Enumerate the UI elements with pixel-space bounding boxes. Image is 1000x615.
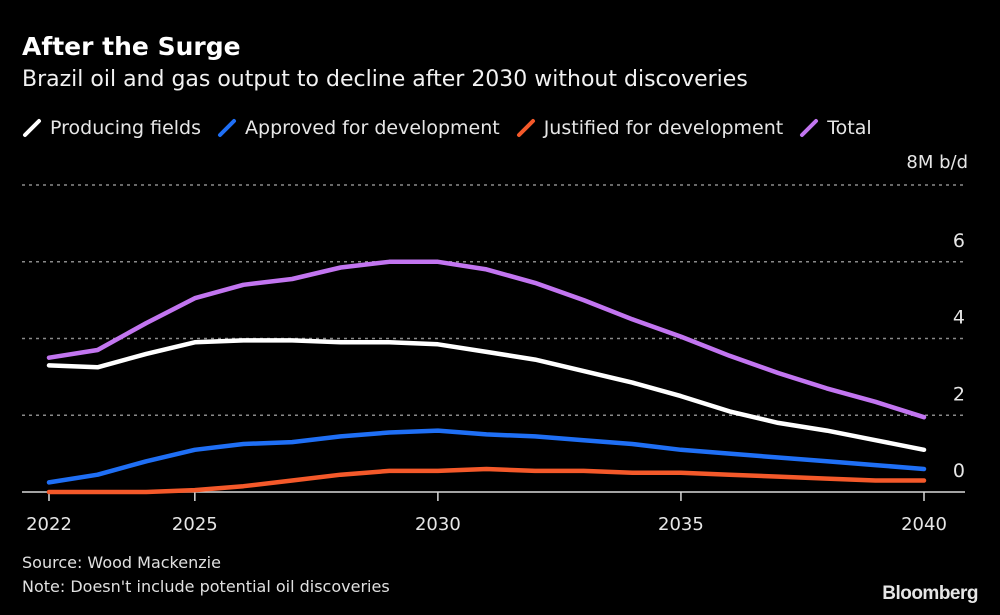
legend-swatch-justified (516, 119, 535, 137)
legend-label-producing: Producing fields (50, 117, 202, 139)
x-tick-label: 2025 (172, 514, 218, 535)
legend-label-approved: Approved for development (245, 117, 500, 139)
legend-item-justified: Justified for development (516, 117, 784, 139)
y-tick-labels: 0 2 4 6 (953, 230, 965, 482)
y-tick-label: 6 (953, 230, 965, 252)
legend: Producing fields Approved for developmen… (22, 117, 888, 139)
chart-title: After the Surge (22, 32, 241, 61)
series-line-producing-fields (46, 338, 927, 453)
legend-label-total: Total (827, 117, 872, 139)
series-line-total (46, 259, 927, 420)
x-tick-label: 2040 (901, 514, 947, 535)
x-tick-label: 2030 (415, 514, 461, 535)
footnote: Note: Doesn't include potential oil disc… (22, 577, 390, 596)
series-line-justified-for-development (46, 466, 927, 495)
legend-item-approved: Approved for development (217, 117, 500, 139)
legend-swatch-approved (218, 119, 237, 137)
legend-item-total: Total (799, 117, 872, 139)
bloomberg-logo: Bloomberg (882, 583, 978, 604)
source-note: Source: Wood Mackenzie (22, 553, 221, 572)
x-tick-label: 2035 (658, 514, 704, 535)
legend-swatch-total (800, 119, 819, 137)
x-tick-label: 2022 (26, 514, 72, 535)
y-axis-unit-label: 8M b/d (906, 152, 968, 173)
series-lines (46, 259, 927, 495)
series-line-approved-for-development (46, 428, 927, 485)
y-tick-label: 0 (953, 460, 965, 482)
legend-item-producing: Producing fields (22, 117, 201, 139)
legend-label-justified: Justified for development (543, 117, 784, 139)
legend-swatch-producing (23, 119, 41, 137)
chart-subtitle: Brazil oil and gas output to decline aft… (22, 67, 748, 92)
x-axis: 2022 2025 2030 2035 2040 (22, 491, 965, 535)
y-tick-label: 2 (953, 383, 965, 405)
gridlines (22, 184, 965, 416)
y-tick-label: 4 (953, 307, 965, 329)
